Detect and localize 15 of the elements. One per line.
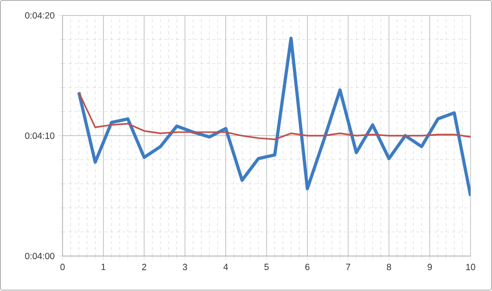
- line-series: [77, 36, 471, 198]
- y-tick-label: 0:04:10: [25, 132, 54, 140]
- x-tick-label: 7: [346, 264, 350, 270]
- y-tick-label: 0:04:00: [25, 253, 54, 260]
- y-tick-label: 0:04:20: [25, 12, 54, 19]
- x-tick-label: 10: [466, 264, 476, 270]
- x-tick-label: 1: [102, 264, 106, 270]
- x-tick-label: 9: [428, 264, 432, 270]
- x-tick-label: 5: [264, 264, 269, 270]
- x-tick-label: 6: [305, 264, 310, 270]
- x-tick-label: 0: [60, 264, 65, 270]
- x-tick-label: 4: [223, 264, 228, 270]
- x-tick-label: 8: [386, 264, 392, 270]
- x-tick-label: 3: [182, 264, 188, 270]
- x-tick-label: 2: [142, 264, 146, 270]
